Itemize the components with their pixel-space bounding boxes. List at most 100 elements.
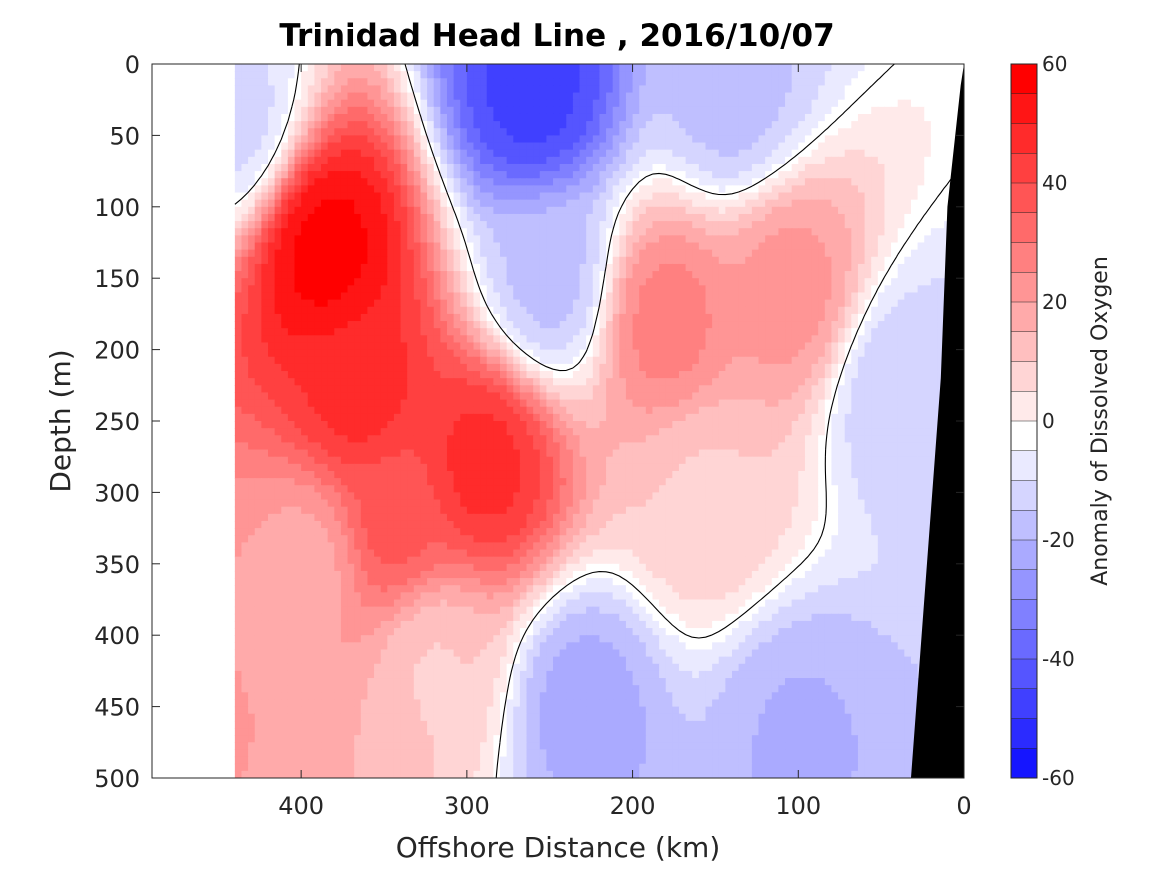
heat-cell bbox=[771, 235, 779, 244]
heat-cell bbox=[360, 185, 369, 194]
heat-cell bbox=[732, 106, 740, 115]
heat-cell bbox=[692, 278, 700, 286]
heat-cell bbox=[818, 263, 826, 272]
heat-cell bbox=[712, 242, 720, 251]
heat-cell bbox=[546, 256, 554, 265]
heat-cell bbox=[824, 71, 833, 79]
heat-cell bbox=[884, 163, 892, 172]
heat-cell bbox=[354, 221, 362, 229]
heat-cell bbox=[910, 64, 919, 72]
heat-cell bbox=[798, 85, 806, 94]
heat-cell bbox=[586, 92, 594, 101]
heat-cell bbox=[559, 335, 567, 344]
heat-cell bbox=[546, 78, 554, 87]
heat-cell bbox=[877, 99, 886, 108]
heat-cell bbox=[427, 92, 435, 101]
heat-cell bbox=[234, 64, 243, 72]
heat-cell bbox=[891, 199, 899, 208]
heat-cell bbox=[818, 228, 826, 236]
heat-cell bbox=[261, 199, 269, 208]
heat-cell bbox=[334, 235, 342, 244]
heat-cell bbox=[327, 342, 335, 351]
heat-cell bbox=[400, 321, 408, 329]
heat-cell bbox=[698, 192, 707, 201]
heat-cell bbox=[698, 64, 707, 72]
heat-cell bbox=[473, 71, 481, 79]
heat-cell bbox=[732, 342, 740, 351]
heat-cell bbox=[692, 71, 700, 79]
heat-cell bbox=[599, 142, 607, 151]
heat-cell bbox=[526, 249, 534, 258]
heat-cell bbox=[420, 156, 428, 165]
heat-cell bbox=[619, 92, 627, 101]
heat-cell bbox=[678, 371, 687, 379]
heat-cell bbox=[758, 256, 766, 265]
heat-cell bbox=[705, 92, 713, 101]
heat-cell bbox=[857, 349, 866, 358]
heat-cell bbox=[612, 271, 620, 279]
heat-cell bbox=[347, 171, 355, 179]
heat-cell bbox=[824, 85, 833, 94]
heat-cell bbox=[281, 64, 289, 72]
heat-cell bbox=[891, 135, 899, 144]
heat-cell bbox=[546, 85, 554, 94]
heat-cell bbox=[493, 178, 501, 186]
heat-cell bbox=[261, 292, 269, 301]
heat-cell bbox=[586, 171, 594, 179]
heat-cell bbox=[917, 235, 925, 244]
heat-cell bbox=[446, 242, 455, 251]
heat-cell bbox=[632, 363, 640, 372]
heat-cell bbox=[831, 185, 839, 194]
heat-cell bbox=[811, 92, 819, 101]
heat-cell bbox=[857, 156, 866, 165]
heat-cell bbox=[725, 363, 733, 372]
heat-cell bbox=[347, 271, 355, 279]
heat-cell bbox=[513, 349, 521, 358]
heat-cell bbox=[413, 156, 422, 165]
heat-cell bbox=[718, 371, 726, 379]
heat-cell bbox=[407, 156, 415, 165]
heat-cell bbox=[765, 192, 773, 201]
heat-cell bbox=[612, 378, 620, 386]
heat-cell bbox=[281, 213, 289, 222]
heat-cell bbox=[804, 192, 813, 201]
heat-cell bbox=[506, 363, 514, 372]
heat-cell bbox=[824, 213, 833, 222]
heat-cell bbox=[619, 142, 627, 151]
heat-cell bbox=[261, 156, 269, 165]
heat-cell bbox=[612, 71, 620, 79]
heat-cell bbox=[281, 306, 289, 315]
heat-cell bbox=[427, 385, 435, 394]
heat-cell bbox=[712, 149, 720, 158]
heat-cell bbox=[745, 213, 753, 222]
heat-cell bbox=[420, 64, 428, 72]
heat-cell bbox=[818, 199, 826, 208]
heat-cell bbox=[685, 249, 693, 258]
heat-cell bbox=[659, 292, 667, 301]
heat-cell bbox=[824, 313, 833, 322]
heat-cell bbox=[824, 378, 833, 386]
heat-cell bbox=[268, 313, 276, 322]
heat-cell bbox=[586, 99, 594, 108]
heat-cell bbox=[758, 71, 766, 79]
heat-cell bbox=[559, 356, 567, 365]
heat-cell bbox=[791, 299, 799, 308]
heat-cell bbox=[891, 221, 899, 229]
heat-cell bbox=[281, 263, 289, 272]
heat-cell bbox=[254, 356, 262, 365]
heat-cell bbox=[486, 185, 494, 194]
heat-cell bbox=[519, 71, 528, 79]
heat-cell bbox=[930, 171, 939, 179]
heat-cell bbox=[811, 149, 819, 158]
heat-cell bbox=[785, 92, 793, 101]
heat-cell bbox=[685, 221, 693, 229]
heat-cell bbox=[672, 363, 680, 372]
heat-cell bbox=[453, 263, 461, 272]
heat-cell bbox=[586, 64, 594, 72]
heat-cell bbox=[519, 156, 528, 165]
heat-cell bbox=[857, 71, 866, 79]
heat-cell bbox=[526, 71, 534, 79]
heat-cell bbox=[838, 163, 846, 172]
heat-cell bbox=[930, 306, 939, 315]
heat-cell bbox=[572, 256, 581, 265]
